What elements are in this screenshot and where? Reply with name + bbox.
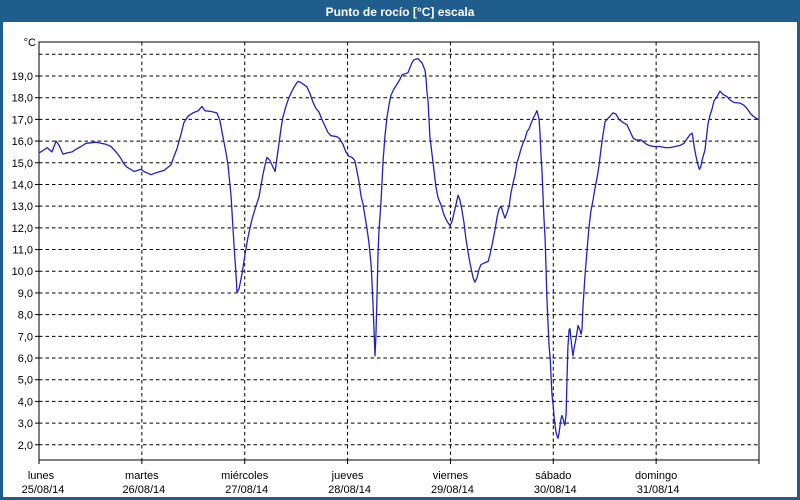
x-day-name: miércoles bbox=[221, 470, 269, 482]
y-tick-label: 18,0 bbox=[12, 93, 33, 105]
y-tick-label: 2,0 bbox=[18, 440, 33, 452]
x-day-date: 31/08/14 bbox=[637, 484, 680, 496]
y-axis-labels: 19,0 18,0 17,0 16,0 15,0 14,0 13,0 12,0 11,0 10,0… bbox=[12, 71, 39, 452]
y-tick-label: 17,0 bbox=[12, 114, 33, 126]
y-gridlines bbox=[39, 53, 759, 446]
y-tick-label: 6,0 bbox=[18, 353, 33, 365]
x-day-date: 28/08/14 bbox=[328, 484, 371, 496]
x-axis-labels: lunes 25/08/14 martes 26/08/14 miércoles 27/0… bbox=[22, 460, 760, 496]
x-day-name: martes bbox=[125, 470, 159, 482]
y-tick-label: 7,0 bbox=[18, 331, 33, 343]
y-tick-label: 19,0 bbox=[12, 71, 33, 83]
x-day-date: 29/08/14 bbox=[431, 484, 474, 496]
dew-point-line bbox=[38, 57, 760, 439]
x-day-date: 27/08/14 bbox=[225, 484, 268, 496]
y-tick-label: 8,0 bbox=[18, 310, 33, 322]
x-day-date: 30/08/14 bbox=[534, 484, 577, 496]
unit-label-group: °C bbox=[24, 37, 36, 49]
plot-area bbox=[39, 42, 759, 460]
x-day-name: jueves bbox=[331, 470, 364, 482]
x-day-name: viernes bbox=[433, 470, 469, 482]
x-day-date: 25/08/14 bbox=[22, 484, 65, 496]
y-tick-label: 16,0 bbox=[12, 136, 33, 148]
y-axis-unit-label: °C bbox=[24, 37, 36, 49]
x-day-name: lunes bbox=[28, 470, 55, 482]
x-day-name: sábado bbox=[535, 470, 571, 482]
plot-border bbox=[38, 41, 760, 461]
y-tick-label: 11,0 bbox=[12, 245, 33, 257]
y-tick-label: 14,0 bbox=[12, 179, 33, 191]
x-day-date: 26/08/14 bbox=[122, 484, 165, 496]
x-day-name: domingo bbox=[635, 470, 677, 482]
y-tick-label: 10,0 bbox=[12, 266, 33, 278]
y-tick-label: 9,0 bbox=[18, 288, 33, 300]
y-tick-label: 4,0 bbox=[18, 396, 33, 408]
y-tick-label: 3,0 bbox=[18, 418, 33, 430]
title-bar: Punto de rocío [°C] escala bbox=[3, 3, 797, 22]
x-gridlines bbox=[141, 42, 657, 460]
y-tick-label: 12,0 bbox=[12, 223, 33, 235]
y-tick-label: 15,0 bbox=[12, 158, 33, 170]
y-tick-label: 13,0 bbox=[12, 201, 33, 213]
chart-title: Punto de rocío [°C] escala bbox=[325, 5, 475, 19]
y-tick-label: 5,0 bbox=[18, 375, 33, 387]
